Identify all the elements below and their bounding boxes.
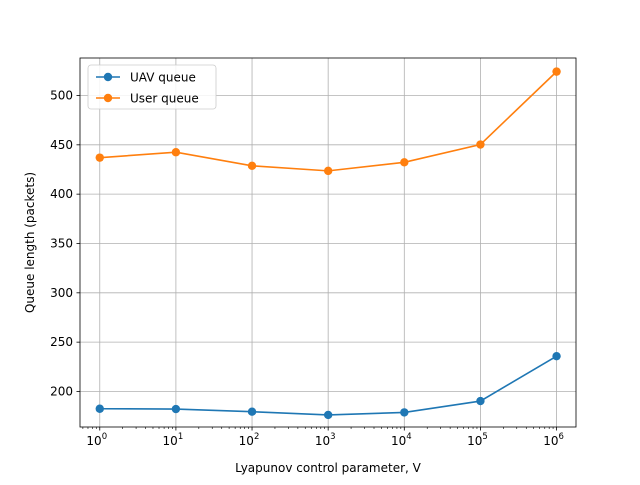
data-point	[323, 410, 333, 420]
y-tick-label: 400	[50, 187, 73, 201]
series-layer	[95, 67, 561, 420]
data-point	[323, 166, 333, 176]
legend: UAV queue User queue	[87, 64, 217, 110]
x-axis-title: Lyapunov control parameter, V	[235, 461, 422, 475]
y-tick-label: 200	[50, 384, 73, 398]
data-point	[400, 408, 409, 417]
axis-ticks: 100 101 102 103 104 105 1062002503003504004505…	[50, 88, 564, 448]
data-point	[247, 407, 257, 416]
data-point	[476, 396, 485, 406]
y-tick-label: 500	[50, 88, 73, 102]
y-tick-label: 250	[50, 335, 73, 349]
y-axis-title: Queue length (packets)	[23, 172, 37, 313]
data-point	[171, 404, 181, 414]
grid	[80, 58, 576, 427]
data-point	[171, 148, 181, 157]
legend-marker	[103, 93, 113, 103]
legend-label: UAV queue	[130, 71, 196, 85]
data-point	[95, 404, 104, 413]
data-point	[247, 161, 257, 171]
legend-label: User queue	[130, 92, 199, 106]
data-point	[552, 67, 561, 76]
y-tick-label: 350	[50, 236, 73, 250]
data-point	[95, 153, 104, 162]
y-tick-label: 300	[50, 286, 73, 300]
data-point	[476, 140, 485, 149]
y-tick-label: 450	[50, 138, 73, 152]
data-point	[400, 158, 409, 167]
data-point	[552, 351, 561, 361]
legend-marker	[103, 72, 113, 82]
